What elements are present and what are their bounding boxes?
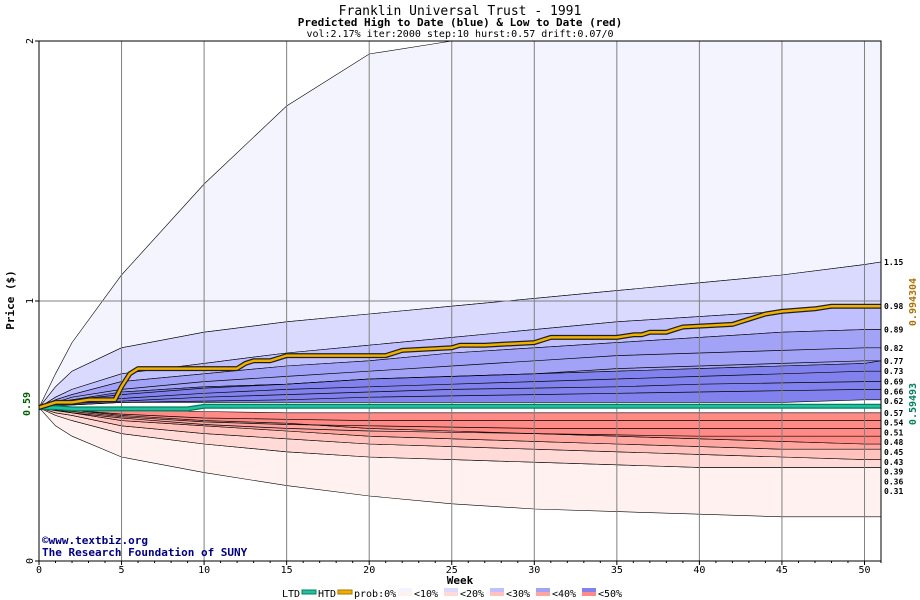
credit-org: The Research Foundation of SUNY [42, 546, 248, 559]
legend-swatch-blue [582, 588, 596, 592]
blue-contour-1 [38, 347, 881, 408]
legend-swatch-blue [490, 588, 504, 592]
right-value-label: 0.77 [884, 357, 903, 366]
x-axis-label: Week [447, 574, 474, 587]
right-value-label: 0.39 [884, 468, 903, 477]
legend-swatch-red [582, 592, 596, 596]
legend: LTD HTD prob:0% <10% <20% <30% <40% <50% [282, 588, 622, 600]
legend-swatch-red [444, 592, 458, 596]
legend-swatch-2 [444, 588, 458, 596]
x-tick-label: 15 [281, 565, 293, 576]
right-value-label: 0.89 [884, 326, 903, 335]
right-value-label: 0.62 [884, 397, 903, 406]
legend-item-label: <10% [414, 589, 438, 600]
legend-htd-label: HTD [318, 589, 336, 600]
legend-swatch-red [536, 592, 550, 596]
legend-item-label: <50% [598, 589, 622, 600]
right-value-label: 0.48 [884, 438, 903, 447]
high-to-date-value: 0.994304 [908, 278, 919, 326]
red-contour-3 [38, 407, 881, 437]
low-to-date-value: 0.59493 [908, 383, 919, 425]
x-tick-label: 30 [528, 565, 540, 576]
legend-item-label: <40% [552, 589, 576, 600]
right-value-label: 0.31 [884, 487, 903, 496]
low-to-date-line [39, 405, 881, 411]
chart-title: Franklin Universal Trust - 1991 [339, 4, 582, 19]
y-tick-label: 1 [25, 298, 36, 304]
right-value-label: 0.57 [884, 409, 903, 418]
right-value-label: 0.51 [884, 428, 903, 437]
x-tick-label: 45 [776, 565, 788, 576]
series-lines [38, 303, 881, 412]
right-value-label: 0.54 [884, 419, 903, 428]
chart-params: vol:2.17% iter:2000 step:10 hurst:0.57 d… [306, 29, 613, 40]
legend-ltd-swatch [301, 589, 317, 595]
red-contour-2 [38, 407, 881, 429]
x-tick-label: 35 [611, 565, 623, 576]
right-value-label: 0.82 [884, 344, 903, 353]
right-value-label: 0.43 [884, 458, 903, 467]
x-tick-label: 0 [36, 565, 42, 576]
legend-prob-label: prob:0% [354, 589, 396, 600]
legend-swatch-red [490, 592, 504, 596]
x-tick-label: 10 [198, 565, 210, 576]
x-tick-label: 50 [858, 565, 870, 576]
legend-swatch-1 [398, 588, 412, 596]
legend-ltd-label: LTD [282, 589, 300, 600]
chart-subtitle: Predicted High to Date (blue) & Low to D… [298, 16, 623, 29]
right-value-label: 0.45 [884, 448, 903, 457]
legend-htd-swatch [337, 589, 353, 595]
high-to-date-line [38, 304, 881, 409]
x-tick-label: 40 [693, 565, 705, 576]
axes: 0 5 10 15 20 25 30 35 40 45 50 0 1 2 1.15 0.98 0.89 0.82 0… [25, 38, 903, 576]
legend-swatch-blue [398, 588, 412, 592]
x-tick-label: 5 [119, 565, 125, 576]
credit: ©www.textbiz.org The Research Foundation… [42, 534, 248, 559]
y-tick-label: 2 [25, 38, 36, 44]
credit-site: ©www.textbiz.org [42, 534, 148, 547]
legend-swatch-4 [536, 588, 550, 596]
legend-swatch-blue [536, 588, 550, 592]
right-value-label: 0.66 [884, 387, 903, 396]
legend-swatch-blue [444, 588, 458, 592]
right-value-label: 0.36 [884, 477, 903, 486]
legend-item-label: <20% [460, 589, 484, 600]
legend-swatch-5 [582, 588, 596, 596]
legend-item-label: <30% [506, 589, 530, 600]
right-value-label: 1.15 [884, 258, 903, 267]
right-value-label: 0.98 [884, 302, 903, 311]
blue-contour-5 [38, 389, 881, 408]
y-axis-label: Price ($) [4, 270, 17, 330]
x-tick-label: 25 [446, 565, 458, 576]
x-tick-label: 20 [363, 565, 375, 576]
start-price-label: 0.59 [22, 392, 33, 416]
right-value-label: 0.73 [884, 367, 903, 376]
grid-lines [39, 40, 881, 561]
right-value-label: 0.69 [884, 378, 903, 387]
legend-swatch-3 [490, 588, 504, 596]
y-tick-label: 0 [25, 558, 36, 564]
legend-swatch-red [398, 592, 412, 596]
